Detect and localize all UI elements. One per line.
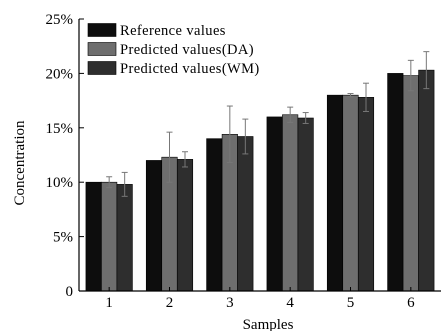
legend-label: Predicted values(WM) <box>120 61 260 77</box>
legend: Reference values Predicted values(DA) Pred… <box>87 23 260 77</box>
legend-label: Predicted values(DA) <box>120 42 254 58</box>
x-axis-title: Samples <box>243 317 294 331</box>
legend-label: Reference values <box>120 23 226 39</box>
x-tick-label: 3 <box>226 295 234 311</box>
legend-swatch <box>87 61 117 75</box>
legend-swatch <box>87 42 117 56</box>
bar <box>145 160 163 292</box>
x-tick-label: 2 <box>166 295 174 311</box>
bars-layer <box>85 69 435 292</box>
y-tick-label: 20% <box>46 66 74 82</box>
bar <box>342 94 359 292</box>
tick-labels-layer: 0 5% 10% 15% 20% 25% 1 2 3 4 5 6 <box>46 12 416 311</box>
legend-swatch <box>87 23 117 37</box>
y-tick-label: 25% <box>46 12 74 28</box>
y-tick-label: 5% <box>53 230 73 246</box>
bar <box>282 114 299 292</box>
bar <box>116 184 133 292</box>
y-tick-label: 15% <box>46 121 74 137</box>
x-tick-label: 4 <box>286 295 294 311</box>
error-bars-layer <box>106 51 430 197</box>
bar <box>206 138 223 292</box>
bar <box>326 94 344 292</box>
x-tick-label: 1 <box>105 295 113 311</box>
bar <box>402 75 419 292</box>
y-tick-label: 10% <box>46 175 74 191</box>
bar <box>176 159 194 292</box>
axes-layer <box>78 18 441 292</box>
bar <box>266 116 283 292</box>
bar <box>357 97 375 292</box>
bar <box>101 181 118 292</box>
y-axis-title: Concentration <box>12 120 28 205</box>
y-tick-label: 0 <box>66 284 74 300</box>
bar <box>418 69 435 292</box>
bar <box>85 181 102 292</box>
bar <box>387 73 404 292</box>
bar <box>297 117 314 292</box>
x-tick-label: 5 <box>347 295 355 311</box>
bar <box>237 136 254 292</box>
x-tick-label: 6 <box>407 295 415 311</box>
